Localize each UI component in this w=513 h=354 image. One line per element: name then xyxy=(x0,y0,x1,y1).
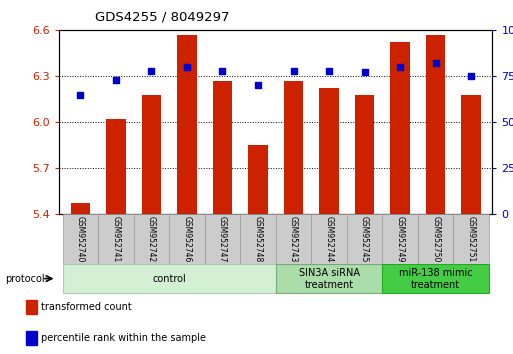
Point xyxy=(325,68,333,73)
Text: GSM952741: GSM952741 xyxy=(111,216,121,262)
Text: transformed count: transformed count xyxy=(41,302,132,313)
Point xyxy=(289,68,298,73)
Bar xyxy=(248,145,268,214)
Point xyxy=(396,64,404,70)
Point xyxy=(76,92,85,97)
Text: GSM952750: GSM952750 xyxy=(431,216,440,262)
FancyBboxPatch shape xyxy=(133,214,169,264)
Point xyxy=(254,82,262,88)
Text: GDS4255 / 8049297: GDS4255 / 8049297 xyxy=(95,11,229,24)
Text: GSM952740: GSM952740 xyxy=(76,216,85,262)
Bar xyxy=(142,95,161,214)
Point xyxy=(431,61,440,66)
Bar xyxy=(319,88,339,214)
Bar xyxy=(71,204,90,214)
FancyBboxPatch shape xyxy=(276,264,382,293)
FancyBboxPatch shape xyxy=(169,214,205,264)
Text: GSM952742: GSM952742 xyxy=(147,216,156,262)
Bar xyxy=(426,35,445,214)
Bar xyxy=(106,119,126,214)
Point xyxy=(147,68,155,73)
Text: GSM952747: GSM952747 xyxy=(218,216,227,262)
Text: percentile rank within the sample: percentile rank within the sample xyxy=(41,333,206,343)
Point xyxy=(112,77,120,82)
Text: SIN3A siRNA
treatment: SIN3A siRNA treatment xyxy=(299,268,360,290)
Bar xyxy=(26,331,37,345)
FancyBboxPatch shape xyxy=(240,214,276,264)
Bar xyxy=(284,81,303,214)
Point xyxy=(467,73,475,79)
FancyBboxPatch shape xyxy=(382,214,418,264)
Text: GSM952746: GSM952746 xyxy=(183,216,191,262)
Bar xyxy=(177,35,196,214)
Text: GSM952745: GSM952745 xyxy=(360,216,369,262)
FancyBboxPatch shape xyxy=(347,214,382,264)
Point xyxy=(183,64,191,70)
Text: GSM952748: GSM952748 xyxy=(253,216,263,262)
Text: GSM952751: GSM952751 xyxy=(467,216,476,262)
Point xyxy=(219,68,227,73)
Bar xyxy=(461,95,481,214)
Text: GSM952743: GSM952743 xyxy=(289,216,298,262)
Bar xyxy=(390,42,410,214)
Bar xyxy=(26,301,37,314)
FancyBboxPatch shape xyxy=(98,214,133,264)
FancyBboxPatch shape xyxy=(205,214,240,264)
Bar xyxy=(355,95,374,214)
Text: protocol: protocol xyxy=(5,274,45,284)
FancyBboxPatch shape xyxy=(63,264,276,293)
FancyBboxPatch shape xyxy=(63,214,98,264)
Text: miR-138 mimic
treatment: miR-138 mimic treatment xyxy=(399,268,472,290)
FancyBboxPatch shape xyxy=(382,264,489,293)
FancyBboxPatch shape xyxy=(311,214,347,264)
Bar xyxy=(213,81,232,214)
FancyBboxPatch shape xyxy=(276,214,311,264)
Text: control: control xyxy=(152,274,186,284)
Point xyxy=(361,70,369,75)
FancyBboxPatch shape xyxy=(453,214,489,264)
Text: GSM952749: GSM952749 xyxy=(396,216,405,262)
FancyBboxPatch shape xyxy=(418,214,453,264)
Text: GSM952744: GSM952744 xyxy=(325,216,333,262)
